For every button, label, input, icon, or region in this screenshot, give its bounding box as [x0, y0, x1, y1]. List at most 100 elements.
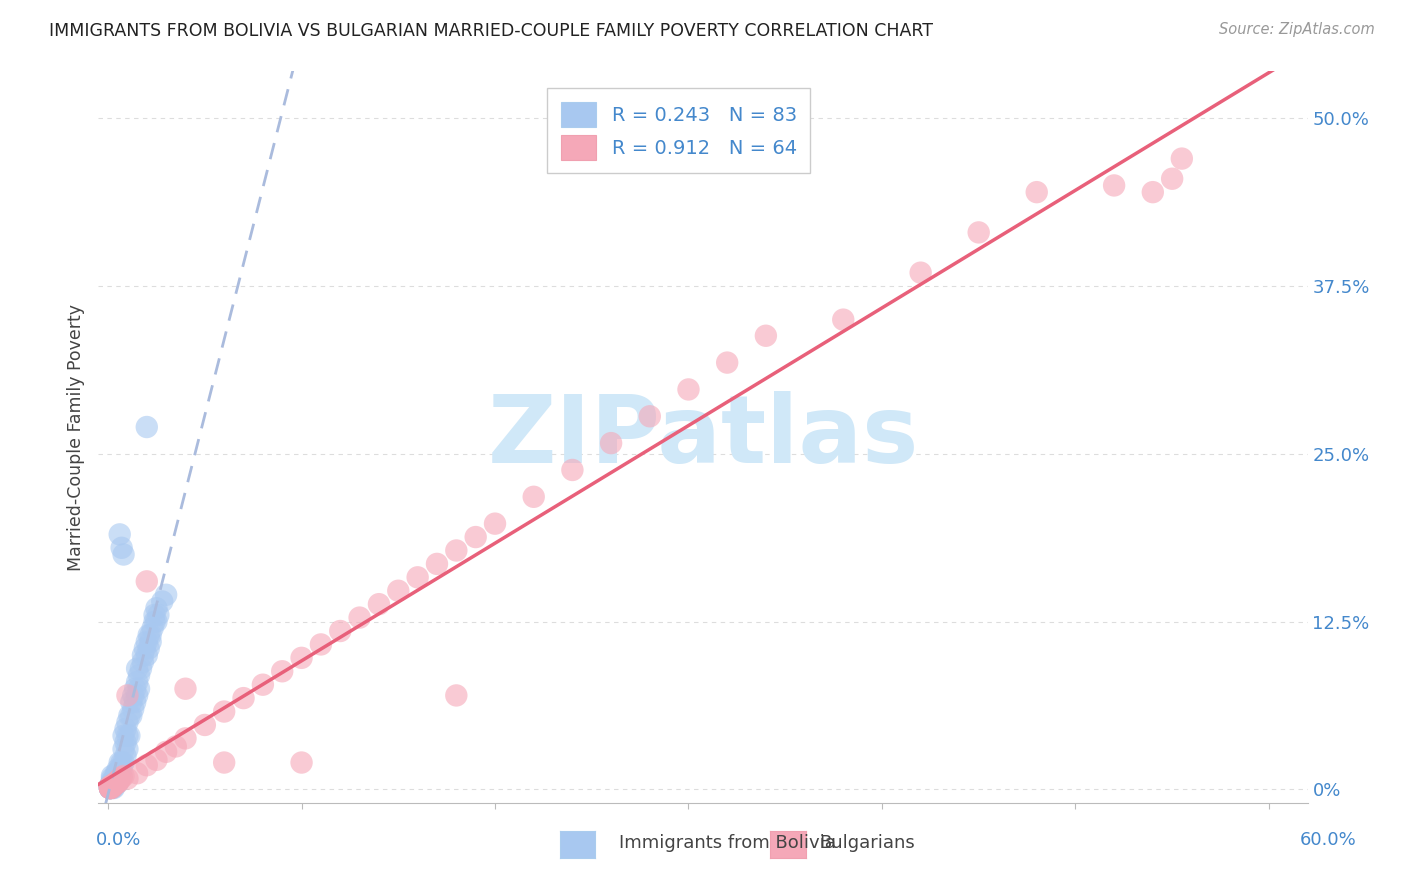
Point — [135, 758, 157, 772]
Point — [118, 708, 141, 723]
Point — [600, 436, 623, 450]
Point — [104, 775, 127, 789]
Point — [124, 695, 146, 709]
Point — [165, 739, 187, 754]
Point — [212, 705, 235, 719]
Point — [101, 778, 124, 792]
Point — [112, 548, 135, 562]
Point — [145, 615, 167, 629]
Point — [111, 541, 134, 555]
Point — [134, 641, 156, 656]
Point — [135, 648, 157, 662]
Point — [150, 594, 173, 608]
Point — [107, 762, 129, 776]
Point — [107, 774, 129, 789]
Point — [111, 762, 134, 776]
Point — [127, 766, 149, 780]
Legend: R = 0.243   N = 83, R = 0.912   N = 64: R = 0.243 N = 83, R = 0.912 N = 64 — [547, 88, 810, 173]
Point — [128, 681, 150, 696]
Point — [108, 762, 131, 776]
Point — [212, 756, 235, 770]
Point — [290, 756, 312, 770]
Point — [194, 718, 217, 732]
Point — [98, 780, 121, 795]
Point — [252, 678, 274, 692]
Point — [101, 778, 124, 792]
Point — [148, 607, 170, 622]
Point — [135, 420, 157, 434]
Point — [138, 641, 160, 656]
Point — [98, 780, 121, 795]
Point — [349, 610, 371, 624]
Point — [523, 490, 546, 504]
Point — [103, 777, 125, 791]
Point — [135, 634, 157, 648]
Point — [114, 722, 136, 736]
Point — [103, 780, 125, 795]
Point — [446, 689, 468, 703]
Point — [98, 780, 121, 794]
Point — [1171, 152, 1194, 166]
Y-axis label: Married-Couple Family Poverty: Married-Couple Family Poverty — [66, 303, 84, 571]
Point — [98, 780, 121, 794]
Point — [117, 742, 139, 756]
Point — [1142, 185, 1164, 199]
Point — [387, 583, 409, 598]
Point — [967, 226, 990, 240]
Point — [101, 780, 124, 795]
Point — [1102, 178, 1125, 193]
Text: Bulgarians: Bulgarians — [820, 834, 915, 852]
Text: 60.0%: 60.0% — [1301, 831, 1357, 849]
Point — [132, 655, 155, 669]
Point — [112, 742, 135, 756]
Text: IMMIGRANTS FROM BOLIVIA VS BULGARIAN MARRIED-COUPLE FAMILY POVERTY CORRELATION C: IMMIGRANTS FROM BOLIVIA VS BULGARIAN MAR… — [49, 22, 934, 40]
Point — [145, 753, 167, 767]
Point — [101, 775, 124, 789]
Point — [127, 662, 149, 676]
Point — [638, 409, 661, 424]
Point — [124, 681, 146, 696]
Point — [117, 715, 139, 730]
Point — [561, 463, 583, 477]
Point — [101, 774, 124, 789]
Point — [112, 756, 135, 770]
Point — [104, 777, 127, 791]
Point — [101, 780, 124, 794]
Point — [103, 775, 125, 789]
Point — [142, 621, 165, 635]
Point — [406, 570, 429, 584]
Point — [103, 772, 125, 787]
Point — [120, 708, 142, 723]
Point — [127, 689, 149, 703]
Point — [107, 775, 129, 789]
Point — [143, 607, 166, 622]
Text: ZIPatlas: ZIPatlas — [488, 391, 918, 483]
Point — [122, 689, 145, 703]
Point — [678, 383, 700, 397]
Point — [232, 691, 254, 706]
Point — [112, 729, 135, 743]
Point — [101, 780, 124, 795]
Point — [426, 557, 449, 571]
Point — [98, 778, 121, 792]
Point — [910, 266, 932, 280]
Point — [111, 769, 134, 783]
Point — [108, 527, 131, 541]
Point — [98, 780, 121, 794]
Point — [446, 543, 468, 558]
Point — [174, 731, 197, 746]
Point — [139, 628, 162, 642]
Point — [111, 756, 134, 770]
Point — [174, 681, 197, 696]
Point — [114, 748, 136, 763]
Point — [117, 772, 139, 786]
Point — [101, 777, 124, 791]
Point — [98, 780, 121, 795]
Point — [98, 780, 121, 795]
Point — [101, 769, 124, 783]
Point — [716, 355, 738, 369]
Point — [127, 675, 149, 690]
Point — [129, 662, 152, 676]
Point — [103, 780, 125, 794]
Point — [271, 665, 294, 679]
